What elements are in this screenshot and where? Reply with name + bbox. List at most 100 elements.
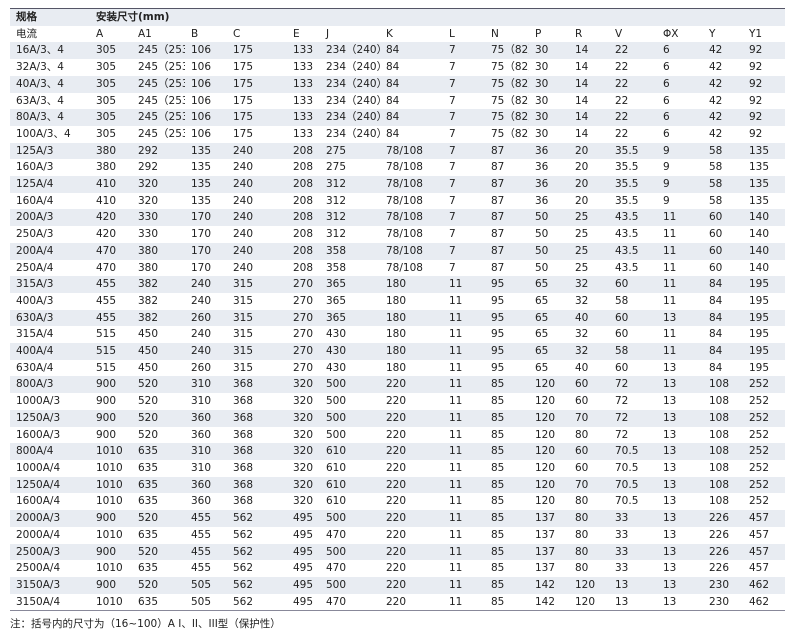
cell: 9 [663,161,670,174]
cell: 58 [609,343,657,360]
footnote: 注：括号内的尺寸为（16~100）A I、II、III型（保护性） [10,618,281,630]
cell: 270 [287,309,320,327]
header-row: 规格 安装尺寸(mm) [10,7,786,26]
cell: 252 [743,409,786,427]
cell: 30 [529,42,569,60]
cell: 368 [233,428,254,441]
cell: 7 [443,109,485,126]
cell: 11 [443,343,485,360]
cell: 100A/3、4 [16,127,71,140]
cell: 500 [320,409,380,427]
cell: 13 [657,576,703,594]
cell: 315A/3 [10,276,90,293]
cell: 230 [703,576,743,594]
cell: 245（253） [138,61,185,74]
cell: 3150A/3 [10,576,90,594]
cell: 1010 [96,461,123,474]
cell: 220 [386,461,407,474]
cell: 84 [380,75,443,93]
cell: 84 [709,294,723,307]
cell: 11 [449,361,463,374]
cell: 87 [491,228,505,241]
data-row: 800A/3 900 520 310 368 320 500 220 11 85 120 60 72 13… [10,376,786,394]
cell: 95 [485,343,529,360]
cell: 58 [709,161,723,174]
cell: 312 [320,209,380,227]
cell: 60 [575,461,589,474]
cell: 87 [491,161,505,174]
cell: 470 [96,261,117,274]
cell: 11 [443,476,485,494]
cell: 43.5 [609,209,657,227]
cell: 95 [485,276,529,293]
cell: 30 [529,109,569,126]
cell: 420 [90,209,132,227]
cell: 368 [227,476,287,494]
cell: 32 [575,328,589,341]
data-row: 2500A/3 900 520 455 562 495 500 220 11 85 137 80 33 1… [10,543,786,561]
cell: 142 [529,576,569,594]
cell: 610 [326,461,347,474]
cell: 70 [569,409,609,427]
cell: 11 [443,276,485,293]
cell: 455 [96,294,117,307]
cell: 72 [609,376,657,394]
data-row: 3150A/3 900 520 505 562 495 500 220 11 85 142 120 13… [10,576,786,594]
cell: 180 [386,328,407,341]
cell: 14 [569,42,609,60]
cell: 240 [227,176,287,193]
cell: 240 [233,194,254,207]
cell: 22 [609,75,657,93]
data-row: 100A/3、4 305 245（253） 106 175 133 234（240） 84 7 7… [10,126,785,143]
cell: 252 [743,443,786,460]
cell: 368 [233,495,254,508]
cell: 455 [191,562,212,575]
cell: 106 [185,42,227,60]
cell: 220 [386,528,407,541]
cell: 85 [485,510,529,527]
cell: 226 [703,510,743,527]
cell: 42 [709,127,723,140]
cell: 87 [485,142,529,160]
cell: 133 [293,127,314,140]
cell: 36 [535,161,549,174]
cell: 292 [138,161,159,174]
cell: 13 [663,428,677,441]
cell: 84 [703,343,743,360]
cell: 78/108 [386,261,423,274]
cell: 36 [529,176,569,193]
cell: 50 [535,228,549,241]
cell: 84 [380,109,443,126]
cell: 220 [380,576,443,594]
cell: 58 [703,142,743,160]
cell: 6 [657,75,703,93]
cell: 320 [287,376,320,394]
cell: 195 [743,276,786,293]
cell: 58 [703,176,743,193]
cell: J [326,27,330,40]
cell: 208 [293,161,314,174]
cell: 365 [326,294,347,307]
cell: E [293,27,300,40]
cell: 252 [743,376,786,394]
cell: 457 [743,510,786,527]
cell: 65 [529,276,569,293]
cell: 84 [709,361,723,374]
cell: 457 [749,562,770,575]
cell: 495 [293,562,314,575]
cell: 260 [185,309,227,327]
cell: 635 [138,528,159,541]
cell: 252 [749,428,770,441]
cell: 78/108 [380,242,443,260]
cell: 85 [491,495,505,508]
cell: 455 [191,528,212,541]
cell: 36 [529,142,569,160]
cell: 13 [663,461,677,474]
cell: 220 [380,409,443,427]
cell: 380 [90,142,132,160]
data-row: 800A/4 1010 635 310 368 320 610 220 11 85 120 60 70.… [10,443,786,460]
cell: 137 [535,562,556,575]
cell: 515 [96,328,117,341]
cell: 11 [657,242,703,260]
cell: 1010 [90,476,132,494]
